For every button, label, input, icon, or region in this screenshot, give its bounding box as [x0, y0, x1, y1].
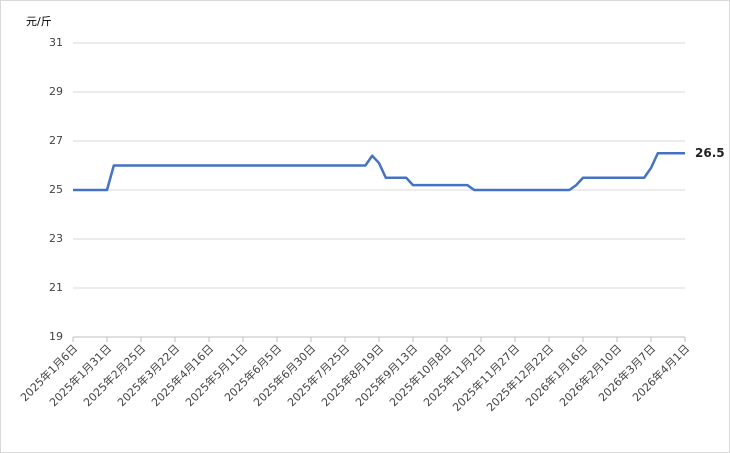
y-tick-label: 19 — [49, 330, 63, 343]
y-tick-label: 31 — [49, 36, 63, 49]
y-tick-label: 25 — [49, 183, 63, 196]
y-tick-label: 27 — [49, 134, 63, 147]
y-tick-label: 21 — [49, 281, 63, 294]
data-label: 26.5 — [695, 146, 725, 160]
y-tick-label: 23 — [49, 232, 63, 245]
y-axis-label: 元/斤 — [26, 15, 52, 28]
y-tick-label: 29 — [49, 85, 63, 98]
data-line — [73, 152, 685, 192]
